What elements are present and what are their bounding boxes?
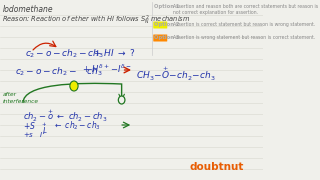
Text: $c_2-o-ch_2-\ \ \ ch_3$: $c_2-o-ch_2-\ \ \ ch_3$ — [15, 65, 102, 78]
Text: $c_2-o-ch_2-ch_3$: $c_2-o-ch_2-ch_3$ — [25, 47, 104, 60]
Text: Option 3: Option 3 — [154, 35, 179, 40]
Text: $+s\ \ \ I^-$: $+s\ \ \ I^-$ — [23, 130, 48, 139]
Text: Reason: Reaction of ether with HI follows $S_N^2$ mechanism: Reason: Reaction of ether with HI follow… — [3, 14, 191, 27]
Circle shape — [118, 96, 125, 104]
Text: $\leftarrow\ ch_2-ch_3$: $\leftarrow\ ch_2-ch_3$ — [53, 120, 101, 132]
Text: Iodomethane: Iodomethane — [3, 5, 53, 14]
Circle shape — [70, 81, 78, 91]
Text: Option 2: Option 2 — [154, 22, 179, 27]
Text: $\overset{+}{I}$: $\overset{+}{I}$ — [41, 120, 47, 137]
Text: $ch_2-\overset{+}{o}\ \leftarrow\ ch_2-ch_3$: $ch_2-\overset{+}{o}\ \leftarrow\ ch_2-c… — [23, 108, 108, 124]
Text: $+S$: $+S$ — [23, 120, 36, 131]
Text: Option 1: Option 1 — [154, 4, 179, 9]
Text: Assertion is correct statement but reason is wrong statement.: Assertion is correct statement but reaso… — [172, 22, 315, 27]
FancyBboxPatch shape — [153, 35, 167, 42]
Text: $+\ H^{\delta+}\!-\!I^{\delta-}$: $+\ H^{\delta+}\!-\!I^{\delta-}$ — [82, 63, 132, 75]
Text: $CH_3\!-\!\overset{+}{O}\!-\!ch_2\!-\!ch_3$: $CH_3\!-\!\overset{+}{O}\!-\!ch_2\!-\!ch… — [136, 65, 216, 83]
Text: doubtnut: doubtnut — [189, 162, 244, 172]
Text: $+\ HI\ \rightarrow\ ?$: $+\ HI\ \rightarrow\ ?$ — [93, 47, 136, 58]
FancyBboxPatch shape — [153, 21, 167, 28]
Text: Assertion is wrong statement but reason is correct statement.: Assertion is wrong statement but reason … — [172, 35, 315, 40]
Text: after
interference: after interference — [3, 92, 38, 104]
Text: Assertion and reason both are correct statements but reason is not correct expla: Assertion and reason both are correct st… — [172, 4, 318, 15]
